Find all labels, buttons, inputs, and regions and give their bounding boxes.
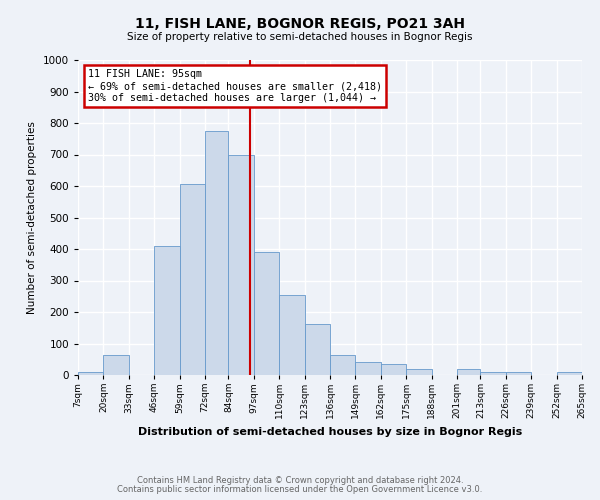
Bar <box>179 184 205 375</box>
Text: 11, FISH LANE, BOGNOR REGIS, PO21 3AH: 11, FISH LANE, BOGNOR REGIS, PO21 3AH <box>135 18 465 32</box>
Bar <box>154 246 179 375</box>
Bar <box>205 131 229 375</box>
Bar <box>305 324 330 375</box>
Bar <box>330 354 355 375</box>
Bar <box>229 154 254 375</box>
Text: Contains HM Land Registry data © Crown copyright and database right 2024.: Contains HM Land Registry data © Crown c… <box>137 476 463 485</box>
Text: 11 FISH LANE: 95sqm
← 69% of semi-detached houses are smaller (2,418)
30% of sem: 11 FISH LANE: 95sqm ← 69% of semi-detach… <box>88 70 382 102</box>
Bar <box>254 252 279 375</box>
Text: Contains public sector information licensed under the Open Government Licence v3: Contains public sector information licen… <box>118 485 482 494</box>
Y-axis label: Number of semi-detached properties: Number of semi-detached properties <box>27 121 37 314</box>
Bar <box>406 370 431 375</box>
Bar <box>103 354 129 375</box>
X-axis label: Distribution of semi-detached houses by size in Bognor Regis: Distribution of semi-detached houses by … <box>138 426 522 436</box>
Bar <box>557 372 582 375</box>
Text: Size of property relative to semi-detached houses in Bognor Regis: Size of property relative to semi-detach… <box>127 32 473 42</box>
Bar <box>355 362 381 375</box>
Bar <box>78 372 103 375</box>
Bar <box>457 370 481 375</box>
Bar <box>481 372 506 375</box>
Bar <box>506 372 531 375</box>
Bar <box>279 294 305 375</box>
Bar <box>381 364 406 375</box>
